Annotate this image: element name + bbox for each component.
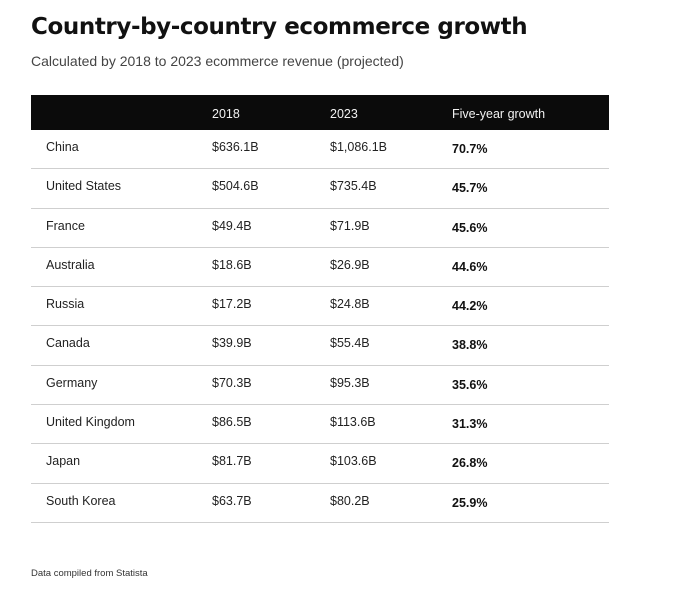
table-row: Japan $81.7B $103.6B 26.8% <box>31 444 609 484</box>
country-cell: United States <box>46 179 122 194</box>
country-cell: Germany <box>46 375 98 390</box>
country-cell: Australia <box>46 257 95 272</box>
growth-cell: 44.2% <box>452 299 488 314</box>
revenue-2023-cell: $113.6B <box>330 415 376 430</box>
revenue-2023-cell: $26.9B <box>330 257 370 272</box>
table-row: Russia $17.2B $24.8B 44.2% <box>31 287 609 327</box>
growth-cell: 26.8% <box>452 456 488 471</box>
table-row: South Korea $63.7B $80.2B 25.9% <box>31 484 609 523</box>
revenue-2018-cell: $86.5B <box>212 415 252 430</box>
revenue-2023-cell: $95.3B <box>330 375 370 390</box>
growth-cell: 25.9% <box>452 495 488 510</box>
revenue-2023-cell: $103.6B <box>330 454 377 469</box>
revenue-2018-cell: $17.2B <box>212 297 252 312</box>
revenue-2018-cell: $39.9B <box>212 336 252 351</box>
revenue-2018-cell: $636.1B <box>212 140 259 154</box>
revenue-2018-cell: $504.6B <box>212 179 259 194</box>
table-body: China $636.1B $1,086.1B 70.7% United States $… <box>31 130 609 523</box>
growth-cell: 44.6% <box>452 259 488 274</box>
country-cell: Russia <box>46 297 85 312</box>
growth-cell: 35.6% <box>452 377 488 392</box>
country-cell: Canada <box>46 336 90 351</box>
table-row: Australia $18.6B $26.9B 44.6% <box>31 248 609 288</box>
revenue-2018-cell: $18.6B <box>212 257 252 272</box>
country-cell: United Kingdom <box>46 415 135 430</box>
table-row: France $49.4B $71.9B 45.6% <box>31 209 609 248</box>
revenue-2018-cell: $81.7B <box>212 454 252 469</box>
table-row: Germany $70.3B $95.3B 35.6% <box>31 366 609 406</box>
revenue-2023-cell: $735.4B <box>330 179 377 194</box>
country-cell: China <box>46 140 79 154</box>
header-2018: 2018 <box>212 107 240 121</box>
growth-cell: 45.6% <box>452 220 488 235</box>
country-cell: South Korea <box>46 493 116 508</box>
growth-cell: 31.3% <box>452 417 488 432</box>
revenue-2018-cell: $49.4B <box>212 218 252 233</box>
growth-cell: 45.7% <box>452 181 488 196</box>
revenue-2023-cell: $80.2B <box>330 493 370 508</box>
header-2023: 2023 <box>330 107 358 121</box>
revenue-2023-cell: $24.8B <box>330 297 370 312</box>
revenue-2018-cell: $63.7B <box>212 493 252 508</box>
growth-cell: 70.7% <box>452 142 488 156</box>
revenue-2018-cell: $70.3B <box>212 375 252 390</box>
table-row: United States $504.6B $735.4B 45.7% <box>31 169 609 209</box>
table-row: China $636.1B $1,086.1B 70.7% <box>31 130 609 170</box>
growth-table: 2018 2023 Five-year growth China $636.1B $… <box>31 95 609 523</box>
revenue-2023-cell: $1,086.1B <box>330 140 387 154</box>
table-row: United Kingdom $86.5B $113.6B 31.3% <box>31 405 609 445</box>
country-cell: France <box>46 218 85 233</box>
country-cell: Japan <box>46 454 81 469</box>
source-note: Data compiled from Statista <box>31 568 148 579</box>
page-title: Country-by-country ecommerce growth <box>31 14 528 40</box>
revenue-2023-cell: $55.4B <box>330 336 370 351</box>
table-row: Canada $39.9B $55.4B 38.8% <box>31 326 609 366</box>
page-subtitle: Calculated by 2018 to 2023 ecommerce rev… <box>31 53 404 69</box>
table-header: 2018 2023 Five-year growth <box>31 95 609 130</box>
revenue-2023-cell: $71.9B <box>330 218 370 233</box>
header-five-year-growth: Five-year growth <box>452 107 546 121</box>
growth-cell: 38.8% <box>452 338 488 353</box>
